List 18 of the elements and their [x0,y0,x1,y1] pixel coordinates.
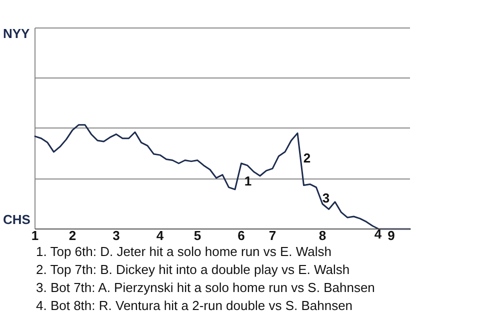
x-tick-label: 8 [318,228,326,244]
x-tick-label: 9 [388,228,395,244]
annotation: 3 [322,190,330,206]
text: 1. Top 6th: D. Jeter hit a solo home run vs E. Walsh [36,244,332,259]
text: 2. Top 7th: B. Dickey hit into a double play vs E. Walsh [36,262,350,277]
x-tick-label: 5 [194,228,202,244]
x-tick-label: 2 [68,228,76,244]
annotation: 2 [303,150,311,166]
x-tick-label: 3 [112,228,120,244]
text: 4. Bot 8th: R. Ventura hit a 2-run double vs S. Bahnsen [36,298,353,313]
x-tick-label: 6 [238,228,245,244]
x-tick-label: 7 [268,228,276,244]
x-tick-label: 1 [31,228,39,244]
annotation: 1 [244,174,252,189]
text: NYY [3,26,30,41]
text: 3. Bot 7th: A. Pierzynski hit a solo home run vs S. Bahnsen [36,280,375,295]
x-tick-label: 4 [156,228,164,244]
text: CHS [3,212,31,227]
